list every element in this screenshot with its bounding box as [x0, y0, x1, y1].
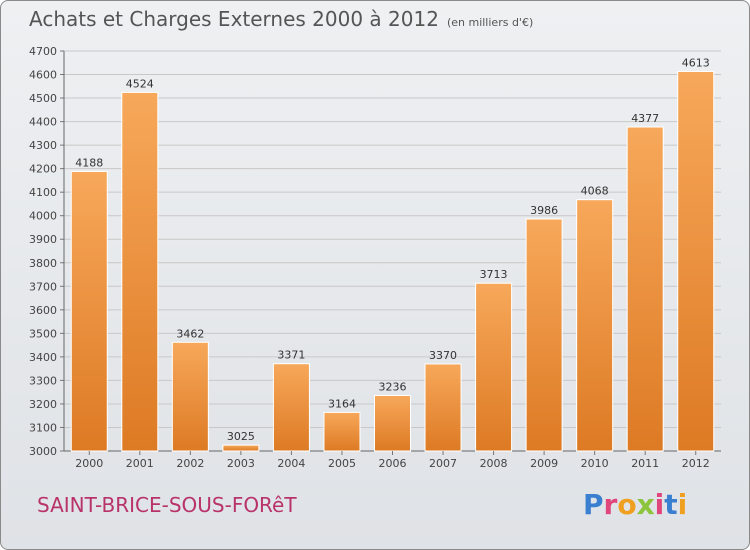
y-tick-label: 4600 — [29, 69, 57, 82]
y-tick-label: 3300 — [29, 374, 57, 387]
y-tick-label: 4300 — [29, 139, 57, 152]
bar-2002 — [171, 341, 209, 452]
proxiti-logo: Proxiti — [583, 488, 687, 521]
y-tick-label: 3600 — [29, 304, 57, 317]
logo-letter: i — [654, 488, 665, 521]
logo-letter: o — [617, 488, 637, 521]
data-label-2001: 4524 — [126, 77, 154, 90]
bar-2008 — [475, 282, 513, 452]
logo-letter: i — [677, 488, 688, 521]
y-tick-label: 4100 — [29, 186, 57, 199]
bar-2001 — [121, 91, 159, 452]
bar-2011 — [626, 126, 664, 452]
y-tick-label: 4700 — [29, 45, 57, 58]
x-tick-label: 2011 — [631, 457, 659, 470]
bar-2003 — [222, 444, 260, 452]
x-tick-label: 2000 — [75, 457, 103, 470]
y-tick-label: 4400 — [29, 116, 57, 129]
x-tick-label: 2001 — [126, 457, 154, 470]
y-tick-label: 3000 — [29, 445, 57, 458]
y-tick-label: 3200 — [29, 398, 57, 411]
x-tick-label: 2010 — [581, 457, 609, 470]
x-tick-label: 2005 — [328, 457, 356, 470]
x-tick-label: 2008 — [480, 457, 508, 470]
y-tick-label: 3800 — [29, 257, 57, 270]
bar-2012 — [677, 70, 715, 452]
city-name: SAINT-BRICE-SOUS-FORêT — [37, 493, 297, 517]
bar-2005 — [323, 411, 361, 452]
data-label-2010: 4068 — [581, 185, 609, 198]
logo-letter: r — [603, 488, 618, 521]
x-tick-label: 2006 — [379, 457, 407, 470]
chart-subtitle: (en milliers d'€) — [446, 16, 534, 29]
bar-2010 — [576, 199, 614, 452]
data-label-2009: 3986 — [530, 204, 558, 217]
y-tick-label: 4200 — [29, 163, 57, 176]
data-label-2004: 3371 — [277, 349, 305, 362]
y-tick-label: 3700 — [29, 280, 57, 293]
x-tick-label: 2007 — [429, 457, 457, 470]
data-label-2003: 3025 — [227, 430, 255, 443]
x-tick-label: 2004 — [277, 457, 305, 470]
x-tick-labels: 2000 2001 2002 2003 2004 2005 2006 2007 2008 2009… — [75, 451, 710, 470]
data-label-2008: 3713 — [480, 268, 508, 281]
chart-title-text: Achats et Charges Externes 2000 à 2012 — [29, 7, 439, 31]
data-label-2007: 3370 — [429, 349, 457, 362]
data-label-2000: 4188 — [75, 156, 103, 169]
y-tick-label: 3400 — [29, 351, 57, 364]
y-tick-label: 4500 — [29, 92, 57, 105]
data-label-2012: 4613 — [682, 56, 710, 69]
x-tick-label: 2012 — [682, 457, 710, 470]
y-tick-label: 4000 — [29, 210, 57, 223]
logo-letter: x — [636, 488, 655, 521]
y-tick-labels: 3000 3100 3200 3300 3400 3500 3600 3700 3800 3900… — [29, 45, 57, 458]
x-tick-label: 2009 — [530, 457, 558, 470]
y-tick-label: 3500 — [29, 327, 57, 340]
data-label-2002: 3462 — [176, 327, 204, 340]
bar-2007 — [424, 363, 462, 452]
bar-2009 — [525, 218, 563, 452]
data-label-2011: 4377 — [631, 112, 659, 125]
y-tick-label: 3900 — [29, 233, 57, 246]
bar-2006 — [374, 394, 411, 452]
y-tick-label: 3100 — [29, 421, 57, 434]
bar-2004 — [272, 363, 310, 452]
x-tick-label: 2003 — [227, 457, 255, 470]
bar-2000 — [70, 170, 108, 452]
x-tick-label: 2002 — [176, 457, 204, 470]
data-label-2005: 3164 — [328, 397, 356, 410]
data-labels: 4188 4524 3462 3025 3371 3164 3236 3370 3713 3986… — [75, 56, 709, 443]
logo-letter: P — [583, 488, 604, 521]
logo-letter: t — [664, 488, 678, 521]
bars — [70, 70, 715, 452]
chart-title: Achats et Charges Externes 2000 à 2012 (e… — [29, 7, 533, 31]
data-label-2006: 3236 — [379, 380, 407, 393]
